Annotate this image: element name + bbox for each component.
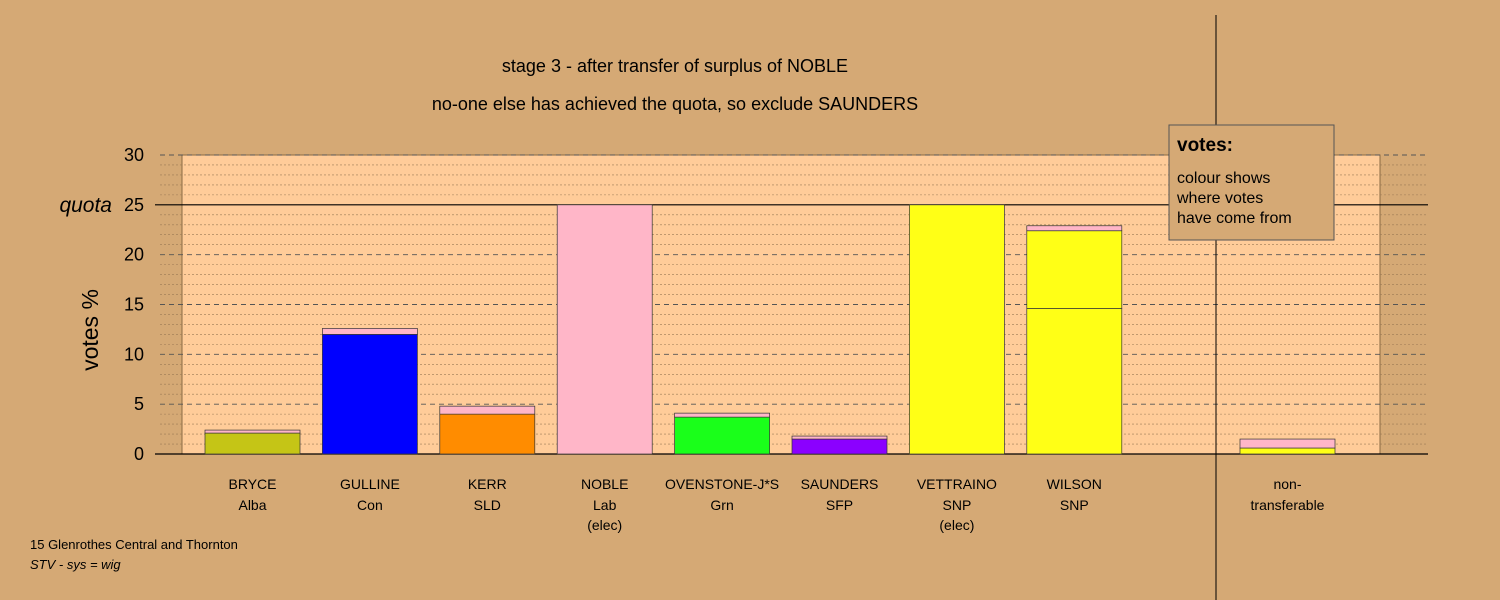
y-tick-label: 15 (124, 295, 144, 315)
bryce-bar-segment (204, 432, 301, 455)
vettraino-name-label: VETTRAINO (917, 476, 997, 492)
bryce-name-label: BRYCE (229, 476, 277, 492)
footer-system: STV - sys = wig (30, 557, 121, 572)
kerr-bar-segment (439, 413, 536, 455)
kerr-party-label: SLD (474, 497, 501, 513)
y-tick-label: 5 (134, 394, 144, 414)
bars (204, 204, 1336, 455)
bryce-party-label: Alba (238, 497, 266, 513)
candidate-labels: BRYCE Alba GULLINE Con KERR SLD NOBLE Lab (elec)… (229, 476, 1325, 533)
gulline-party-label: Con (357, 497, 383, 513)
vettraino-party-label: SNP (943, 497, 972, 513)
quota-label: quota (59, 194, 112, 217)
gulline-name-label: GULLINE (340, 476, 400, 492)
saunders-bar-segment (791, 435, 888, 440)
wilson-bar-segment (1026, 225, 1123, 232)
wilson-name-label: WILSON (1047, 476, 1102, 492)
ovenstone-j-s-party-label: Grn (710, 497, 733, 513)
gulline-bar-segment (322, 328, 418, 335)
nontransferable-label-1: non- (1273, 476, 1301, 492)
legend-line-3: have come from (1177, 210, 1292, 227)
wilson-bar-segment (1026, 230, 1123, 309)
wilson-party-label: SNP (1060, 497, 1089, 513)
y-tick-label: 20 (124, 245, 144, 265)
vettraino-note-label: (elec) (939, 517, 974, 533)
saunders-party-label: SFP (826, 497, 853, 513)
nontransferable-bar-segment (1239, 447, 1336, 455)
gulline-bar-segment (322, 334, 418, 455)
noble-bar-segment (556, 204, 653, 455)
footer-constituency: 15 Glenrothes Central and Thornton (30, 537, 238, 552)
chart-subtitle: no-one else has achieved the quota, so e… (432, 94, 918, 114)
legend-box (1168, 124, 1335, 241)
legend-line-1: colour shows (1177, 170, 1270, 187)
y-tick-label: 10 (124, 344, 144, 364)
saunders-name-label: SAUNDERS (801, 476, 879, 492)
y-axis-label: votes % (77, 289, 103, 371)
saunders-bar-segment (791, 438, 888, 455)
y-tick-label: 25 (124, 195, 144, 215)
legend-title: votes: (1177, 135, 1233, 156)
vettraino-bar-segment (909, 204, 1005, 455)
kerr-name-label: KERR (468, 476, 507, 492)
kerr-bar-segment (439, 405, 536, 415)
y-axis: 0 5 10 15 20 25 30 (124, 145, 144, 464)
y-tick-label: 0 (134, 444, 144, 464)
noble-note-label: (elec) (587, 517, 622, 533)
bryce-bar-segment (204, 429, 301, 434)
nontransferable-label-2: transferable (1251, 497, 1325, 513)
legend: votes: colour shows where votes have com… (1168, 124, 1335, 241)
ovenstone-j-s-bar-segment (674, 412, 770, 418)
chart-title: stage 3 - after transfer of surplus of N… (502, 56, 848, 76)
y-tick-label: 30 (124, 145, 144, 165)
nontransferable-bar-segment (1239, 438, 1336, 449)
legend-line-2: where votes (1176, 190, 1263, 207)
wilson-bar-segment (1026, 308, 1123, 455)
noble-party-label: Lab (593, 497, 617, 513)
noble-name-label: NOBLE (581, 476, 628, 492)
ovenstone-j-s-name-label: OVENSTONE-J*S (665, 476, 779, 492)
ovenstone-j-s-bar-segment (674, 416, 770, 455)
